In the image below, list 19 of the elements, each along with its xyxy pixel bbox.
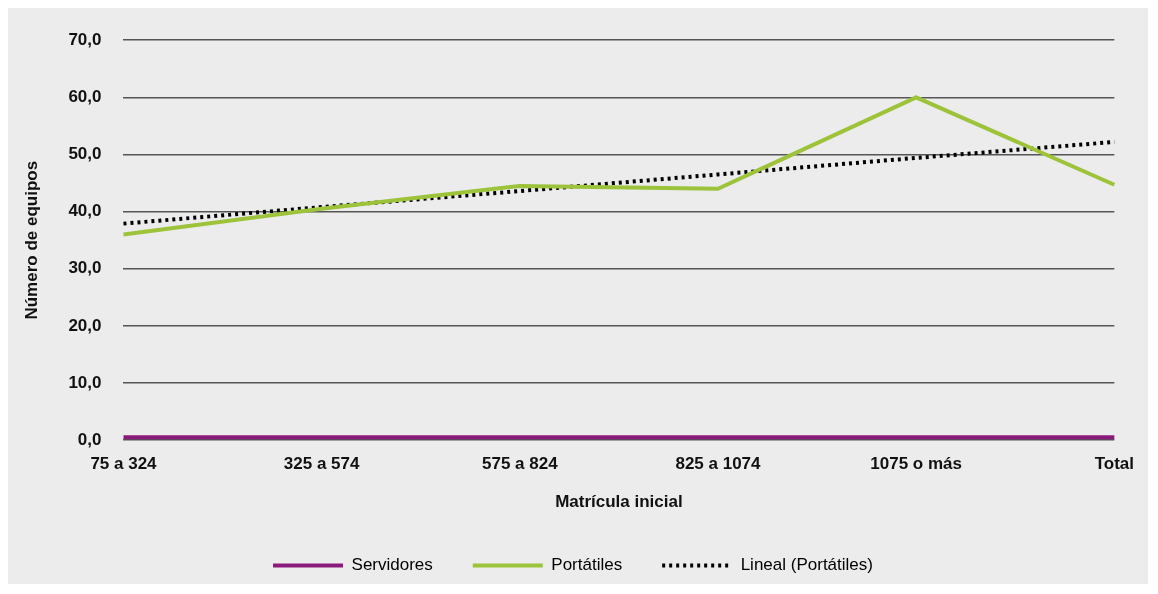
- y-tick-label: 50,0: [68, 144, 102, 164]
- y-tick-label: 30,0: [68, 258, 102, 278]
- y-tick-label: 20,0: [68, 315, 102, 335]
- x-axis-title: Matrícula inicial: [555, 492, 683, 512]
- x-tick-label: 75 a 324: [90, 454, 158, 474]
- y-tick-label: 40,0: [68, 201, 102, 221]
- x-tick-label: 825 a 1074: [675, 454, 762, 474]
- y-tick-label: 10,0: [68, 372, 102, 392]
- legend-label: Servidores: [351, 555, 433, 575]
- legend-label: Lineal (Portátiles): [740, 555, 873, 575]
- x-tick-label: Total: [1094, 454, 1135, 474]
- y-tick-label: 70,0: [68, 29, 102, 49]
- x-tick-label: 325 a 574: [283, 454, 361, 474]
- y-tick-label: 60,0: [68, 87, 102, 107]
- x-tick-label: 1075 o más: [870, 454, 962, 474]
- legend-label: Portátiles: [551, 555, 623, 575]
- x-tick-label: 575 a 824: [482, 454, 559, 474]
- y-axis-title: Número de equipos: [21, 160, 41, 320]
- y-tick-label: 0,0: [77, 429, 102, 449]
